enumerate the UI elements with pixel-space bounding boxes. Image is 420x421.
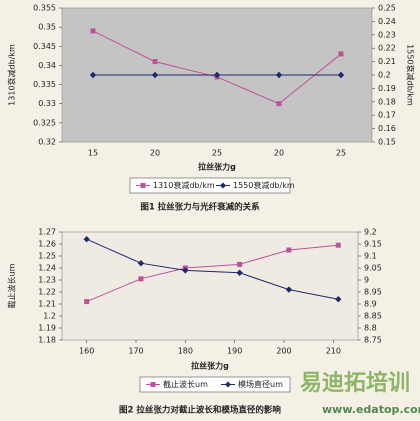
- caption: 图1 拉丝张力与光纤衰减的关系: [140, 202, 260, 213]
- point: [151, 71, 159, 79]
- x-axis-label: 拉丝张力g: [198, 162, 236, 172]
- y-tick-label: 1.24: [38, 264, 56, 273]
- y-tick-label: 1.27: [38, 228, 56, 237]
- x-tick-label: 200: [276, 347, 291, 356]
- y2-tick-label: 8.85: [364, 312, 382, 321]
- y2-tick-label: 0.18: [378, 97, 396, 106]
- legend-label: 模场直径um: [238, 379, 283, 389]
- x-tick-label: 160: [79, 347, 94, 356]
- x-tick-label: 190: [227, 347, 242, 356]
- legend-marker: [150, 382, 156, 387]
- y2-tick-label: 0.2: [378, 71, 391, 80]
- y2-axis-label: 1550衰减db/km: [406, 44, 416, 106]
- y-tick-label: 0.32: [38, 138, 56, 147]
- series-line: [86, 238, 339, 300]
- y2-tick-label: 0.22: [378, 44, 396, 53]
- y-tick-label: 1.2: [43, 312, 56, 321]
- legend-label: 1310衰减db/km: [153, 180, 215, 190]
- legend-label: 截止波长um: [163, 379, 208, 389]
- point: [90, 28, 96, 34]
- y-tick-label: 0.355: [33, 4, 56, 13]
- y-tick-label: 1.19: [38, 324, 56, 333]
- y2-tick-label: 9: [364, 276, 369, 285]
- y2-tick-label: 0.24: [378, 17, 396, 26]
- y-tick-label: 1.22: [38, 288, 56, 297]
- y2-tick-label: 0.23: [378, 30, 396, 39]
- point: [89, 71, 97, 79]
- y2-tick-label: 0.25: [378, 4, 396, 13]
- y-tick-label: 1.25: [38, 252, 56, 261]
- point: [337, 71, 345, 79]
- point: [84, 299, 90, 305]
- x-tick-label: 170: [128, 347, 143, 356]
- point: [213, 71, 221, 79]
- y-tick-label: 1.26: [38, 240, 56, 249]
- legend-box: [129, 177, 291, 194]
- point: [236, 269, 243, 276]
- point: [83, 236, 90, 243]
- watermark-url: www.edatop.com: [322, 403, 420, 416]
- y-tick-label: 0.335: [33, 80, 56, 89]
- y2-tick-label: 9.1: [364, 252, 377, 261]
- y-tick-label: 1.18: [38, 336, 56, 345]
- y-tick-label: 0.34: [38, 61, 56, 70]
- y2-tick-label: 0.15: [378, 138, 396, 147]
- y2-tick-label: 9.15: [364, 240, 382, 249]
- y-tick-label: 0.35: [38, 23, 56, 32]
- point: [335, 242, 341, 248]
- legend-box: [139, 376, 291, 393]
- x-axis-label: 拉丝张力g: [191, 361, 229, 371]
- y2-tick-label: 8.75: [364, 336, 382, 345]
- y-tick-label: 0.345: [33, 42, 56, 51]
- x-tick-label: 210: [326, 347, 341, 356]
- y2-tick-label: 8.9: [364, 300, 377, 309]
- y2-tick-label: 8.95: [364, 288, 382, 297]
- x-tick-label: 15: [88, 149, 98, 158]
- watermark-brand: 易迪拓培训: [300, 370, 410, 396]
- y-tick-label: 1.23: [38, 276, 56, 285]
- y2-tick-label: 9.05: [364, 264, 382, 273]
- legend-marker: [140, 183, 146, 188]
- y-tick-label: 0.33: [38, 99, 56, 108]
- y-tick-label: 0.325: [33, 118, 56, 127]
- point: [276, 101, 282, 107]
- y2-tick-label: 8.8: [364, 324, 377, 333]
- x-tick-label: 20: [274, 149, 284, 158]
- legend-marker: [225, 381, 231, 388]
- point: [137, 260, 145, 267]
- x-tick-label: 180: [178, 347, 193, 356]
- point: [138, 276, 144, 282]
- legend-marker: [220, 182, 226, 189]
- y-tick-label: 1.21: [38, 300, 56, 309]
- y2-tick-label: 0.21: [378, 57, 396, 66]
- y-axis-label: 1310衰减db/km: [7, 44, 17, 106]
- point: [285, 286, 293, 293]
- y2-tick-label: 0.17: [378, 111, 396, 120]
- x-tick-label: 25: [212, 149, 222, 158]
- caption: 图2 拉丝张力对截止波长和模场直径的影响: [119, 405, 281, 416]
- y2-tick-label: 9.2: [364, 228, 377, 237]
- point: [275, 71, 283, 79]
- point: [286, 247, 292, 253]
- y2-tick-label: 0.16: [378, 124, 396, 133]
- point: [182, 267, 189, 274]
- x-tick-label: 25: [336, 149, 346, 158]
- legend-label: 1550衰减db/km: [233, 180, 295, 190]
- point: [152, 59, 158, 65]
- point: [237, 261, 243, 267]
- y2-tick-label: 0.19: [378, 84, 396, 93]
- y-axis-label: 截止波长um: [7, 263, 17, 308]
- series-line: [86, 244, 339, 303]
- x-tick-label: 20: [150, 149, 160, 158]
- point: [335, 296, 342, 303]
- point: [338, 51, 344, 57]
